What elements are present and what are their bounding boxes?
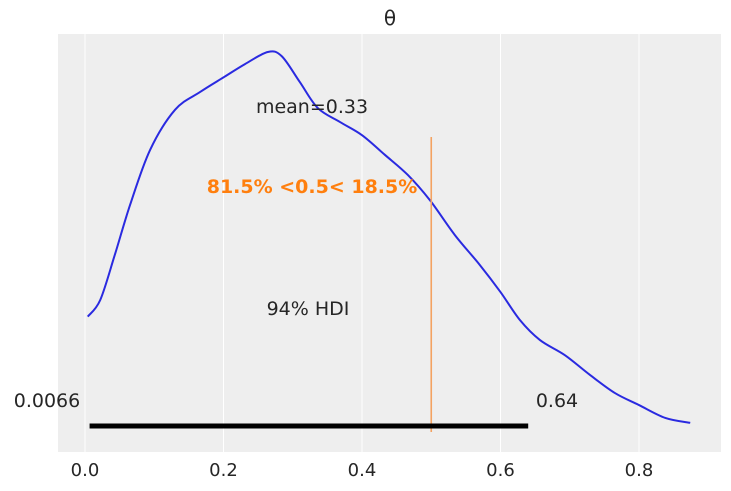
x-axis-ticks: 0.0 0.2 0.4 0.6 0.8 bbox=[71, 460, 654, 481]
density-curve bbox=[86, 50, 691, 424]
x-tick-label: 0.6 bbox=[486, 460, 515, 481]
hdi-label: 94% HDI bbox=[267, 298, 350, 320]
x-tick-label: 0.2 bbox=[209, 460, 238, 481]
plot-area bbox=[58, 34, 721, 452]
x-tick-label: 0.8 bbox=[625, 460, 654, 481]
x-tick-label: 0.0 bbox=[71, 460, 100, 481]
reference-value-label: 81.5% <0.5< 18.5% bbox=[207, 176, 418, 198]
hdi-low-label: 0.0066 bbox=[14, 390, 80, 412]
x-tick-label: 0.4 bbox=[348, 460, 377, 481]
mean-label: mean=0.33 bbox=[256, 96, 368, 118]
chart-title: θ bbox=[384, 6, 396, 30]
gridlines bbox=[84, 34, 640, 452]
hdi-high-label: 0.64 bbox=[536, 390, 578, 412]
